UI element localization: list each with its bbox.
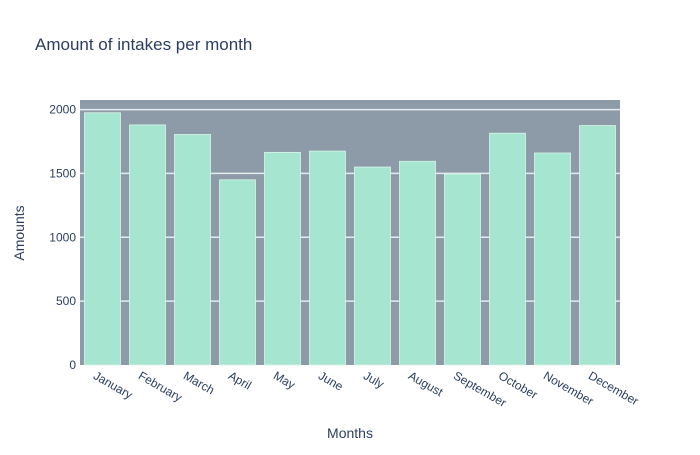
bar-december[interactable] [579,125,616,366]
bar-april[interactable] [219,179,256,366]
plot-area [80,100,620,365]
y-tick-label: 1500 [49,166,76,180]
x-tick-label: February [136,368,185,404]
x-tick-label: May [271,368,298,391]
bar-may[interactable] [264,151,301,366]
x-tick-label: June [316,368,346,393]
bars [84,112,616,366]
bar-february[interactable] [129,124,166,366]
x-tick-label: July [361,368,386,391]
bar-march[interactable] [174,134,211,366]
x-tick-label: January [91,368,135,401]
x-tick-label: August [406,368,446,399]
bar-september[interactable] [444,173,481,366]
bar-june[interactable] [309,150,346,366]
y-tick-label: 0 [69,358,76,372]
grid-lines [80,108,620,302]
bar-october[interactable] [489,132,526,366]
bar-august[interactable] [399,160,436,366]
chart-title: Amount of intakes per month [35,35,252,54]
y-axis-title: Amounts [11,205,27,260]
y-tick-label: 2000 [49,103,76,117]
y-tick-label: 1000 [49,230,76,244]
x-tick-label: March [181,368,217,397]
bar-january[interactable] [84,112,121,366]
y-axis-ticks: 0 500 1000 1500 2000 [49,103,76,372]
x-tick-label: November [541,368,596,408]
x-axis-title: Months [327,425,373,441]
x-tick-label: April [226,368,254,392]
x-tick-label: December [586,368,641,408]
y-tick-label: 500 [56,294,76,308]
bar-november[interactable] [534,152,571,366]
bar-july[interactable] [354,166,391,366]
